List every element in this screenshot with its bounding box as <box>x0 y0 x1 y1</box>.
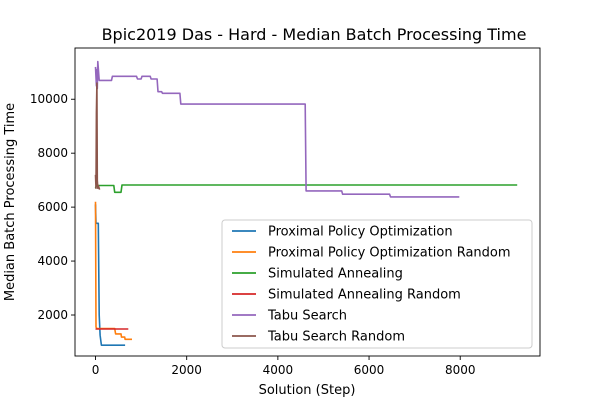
x-axis-label: Solution (Step) <box>259 383 356 398</box>
legend-label-6: Tabu Search Random <box>267 330 405 345</box>
x-axis-ticks: 0 2000 4000 6000 8000 <box>92 356 476 377</box>
x-tick-label: 8000 <box>445 363 476 377</box>
y-tick-label: 2000 <box>37 308 68 322</box>
legend-box <box>221 219 533 349</box>
y-axis-label: Median Batch Processing Time <box>3 103 18 301</box>
x-tick-label: 4000 <box>263 363 294 377</box>
legend-label-1: Proximal Policy Optimization <box>268 225 453 240</box>
y-tick-label: 4000 <box>37 254 68 268</box>
legend-label-3: Simulated Annealing <box>268 267 403 282</box>
y-tick-label: 6000 <box>37 200 68 214</box>
y-axis-ticks: 2000 4000 6000 8000 10000 <box>30 92 75 322</box>
series-layer <box>94 60 518 347</box>
x-tick-label: 0 <box>92 363 100 377</box>
y-tick-label: 8000 <box>37 146 68 160</box>
y-tick-label: 10000 <box>30 92 68 106</box>
series-line-6 <box>94 82 101 190</box>
series-line-2 <box>94 201 132 341</box>
series-line-1 <box>94 204 126 347</box>
x-tick-label: 2000 <box>171 363 202 377</box>
plot-frame <box>74 47 541 357</box>
legend-label-2: Proximal Policy Optimization Random <box>268 246 511 261</box>
chart-title: Bpic2019 Das - Hard - Median Batch Proce… <box>102 25 527 44</box>
legend-label-4: Simulated Annealing Random <box>268 288 461 303</box>
legend-label-5: Tabu Search <box>267 309 347 324</box>
series-line-5 <box>94 60 460 198</box>
legend: Proximal Policy Optimization Proximal Pol… <box>221 219 533 349</box>
x-tick-label: 6000 <box>354 363 385 377</box>
